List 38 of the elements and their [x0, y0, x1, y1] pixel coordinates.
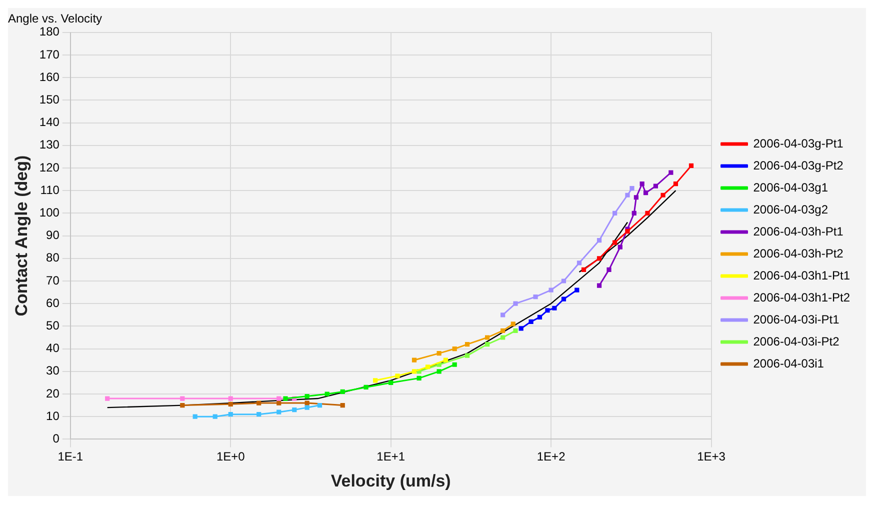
legend-label: 2006-04-03h-Pt1: [753, 224, 844, 238]
y-tick-label: 90: [46, 228, 60, 242]
chart-title: Angle vs. Velocity: [8, 12, 102, 26]
legend-label: 2006-04-03g1: [753, 180, 828, 194]
y-tick-label: 130: [39, 138, 60, 152]
y-tick-label: 60: [46, 296, 60, 310]
x-tick-label: 1E+1: [376, 450, 406, 464]
y-tick-label: 110: [40, 182, 60, 197]
legend-label: 2006-04-03h1-Pt1: [753, 268, 850, 282]
y-tick-label: 50: [46, 318, 60, 333]
legend-label: 2006-04-03i-Pt2: [753, 334, 840, 348]
legend-label: 2006-04-03g-Pt2: [753, 158, 844, 172]
legend-label: 2006-04-03h1-Pt2: [753, 290, 850, 304]
y-tick-label: 180: [39, 24, 60, 39]
y-tick-label: 20: [46, 386, 60, 400]
x-tick-label: 1E+3: [697, 450, 726, 464]
legend-label: 2006-04-03g2: [753, 202, 828, 216]
y-tick-label: 70: [46, 273, 60, 288]
y-tick-label: 100: [39, 206, 60, 220]
x-tick-label: 1E+2: [536, 450, 566, 464]
y-axis-title: Contact Angle (deg): [12, 155, 31, 316]
x-tick-label: 1E-1: [58, 450, 84, 464]
legend-label: 2006-04-03h-Pt2: [753, 246, 844, 260]
y-tick-label: 30: [46, 364, 60, 378]
y-tick-label: 80: [46, 250, 60, 265]
legend-label: 2006-04-03g-Pt1: [753, 136, 844, 150]
x-tick-label: 1E+0: [216, 450, 246, 464]
y-tick-label: 120: [39, 160, 60, 174]
x-axis-title: Velocity (um/s): [330, 471, 451, 490]
y-tick-label: 10: [46, 408, 60, 423]
y-tick-label: 170: [39, 47, 60, 62]
y-tick-label: 140: [39, 115, 60, 130]
y-tick-label: 150: [39, 92, 60, 107]
legend-label: 2006-04-03i1: [753, 356, 824, 370]
y-tick-label: 160: [39, 70, 60, 84]
y-tick-label: 0: [52, 432, 60, 446]
y-tick-label: 40: [46, 341, 60, 356]
legend-label: 2006-04-03i-Pt1: [753, 312, 840, 326]
